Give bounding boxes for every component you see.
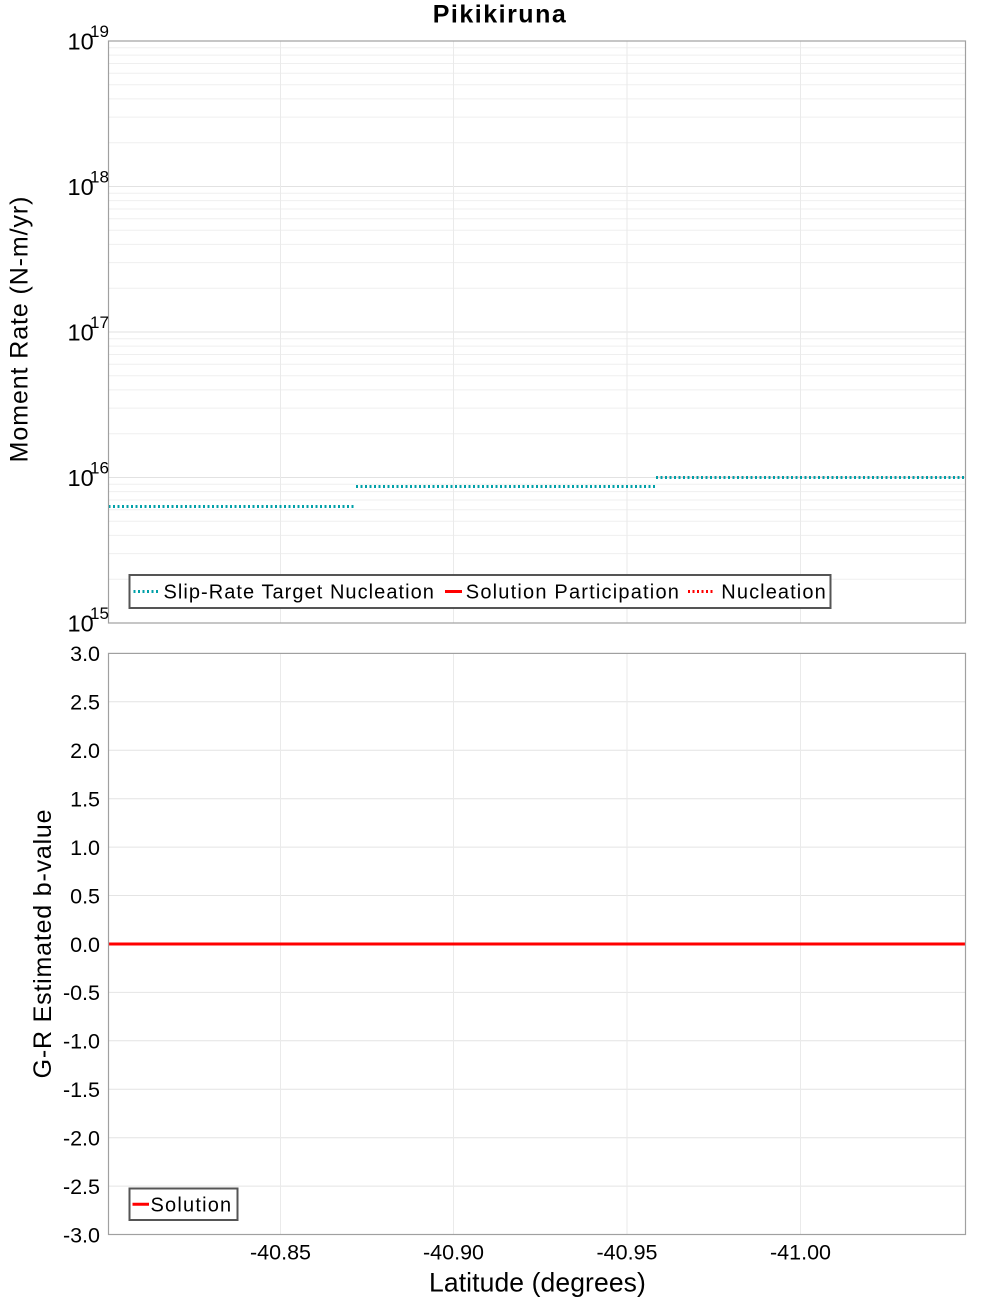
svg-text:Solution Participation: Solution Participation [466, 582, 680, 604]
svg-text:2.5: 2.5 [70, 691, 100, 715]
svg-text:-3.0: -3.0 [63, 1223, 100, 1247]
svg-text:-40.90: -40.90 [423, 1241, 484, 1265]
svg-text:10: 10 [68, 319, 94, 345]
svg-text:18: 18 [90, 167, 109, 186]
svg-text:-2.5: -2.5 [63, 1175, 100, 1199]
svg-text:1.5: 1.5 [70, 788, 100, 812]
svg-text:19: 19 [90, 22, 109, 41]
svg-text:Moment Rate (N-m/yr): Moment Rate (N-m/yr) [6, 196, 34, 463]
svg-text:10: 10 [68, 465, 94, 491]
svg-text:0.0: 0.0 [70, 933, 100, 957]
svg-text:3.0: 3.0 [70, 642, 100, 666]
svg-text:-2.0: -2.0 [63, 1127, 100, 1151]
svg-text:10: 10 [68, 610, 94, 636]
svg-text:-1.5: -1.5 [63, 1078, 100, 1102]
svg-text:Nucleation: Nucleation [721, 582, 827, 604]
svg-text:0.5: 0.5 [70, 884, 100, 908]
svg-text:15: 15 [90, 604, 109, 623]
svg-text:-1.0: -1.0 [63, 1030, 100, 1054]
svg-text:-40.95: -40.95 [597, 1241, 658, 1265]
svg-text:17: 17 [90, 313, 109, 332]
svg-text:10: 10 [68, 28, 94, 54]
svg-text:Latitude (degrees): Latitude (degrees) [429, 1267, 646, 1297]
svg-text:16: 16 [90, 458, 109, 477]
svg-text:Pikikiruna: Pikikiruna [433, 1, 568, 29]
svg-text:2.0: 2.0 [70, 739, 100, 763]
svg-text:G-R Estimated b-value: G-R Estimated b-value [29, 809, 57, 1079]
svg-text:10: 10 [68, 174, 94, 200]
svg-text:Solution: Solution [151, 1195, 233, 1217]
svg-text:-41.00: -41.00 [770, 1241, 831, 1265]
svg-text:Slip-Rate Target Nucleation: Slip-Rate Target Nucleation [164, 582, 435, 604]
svg-text:-0.5: -0.5 [63, 981, 100, 1005]
svg-text:-40.85: -40.85 [250, 1241, 311, 1265]
svg-text:1.0: 1.0 [70, 836, 100, 860]
